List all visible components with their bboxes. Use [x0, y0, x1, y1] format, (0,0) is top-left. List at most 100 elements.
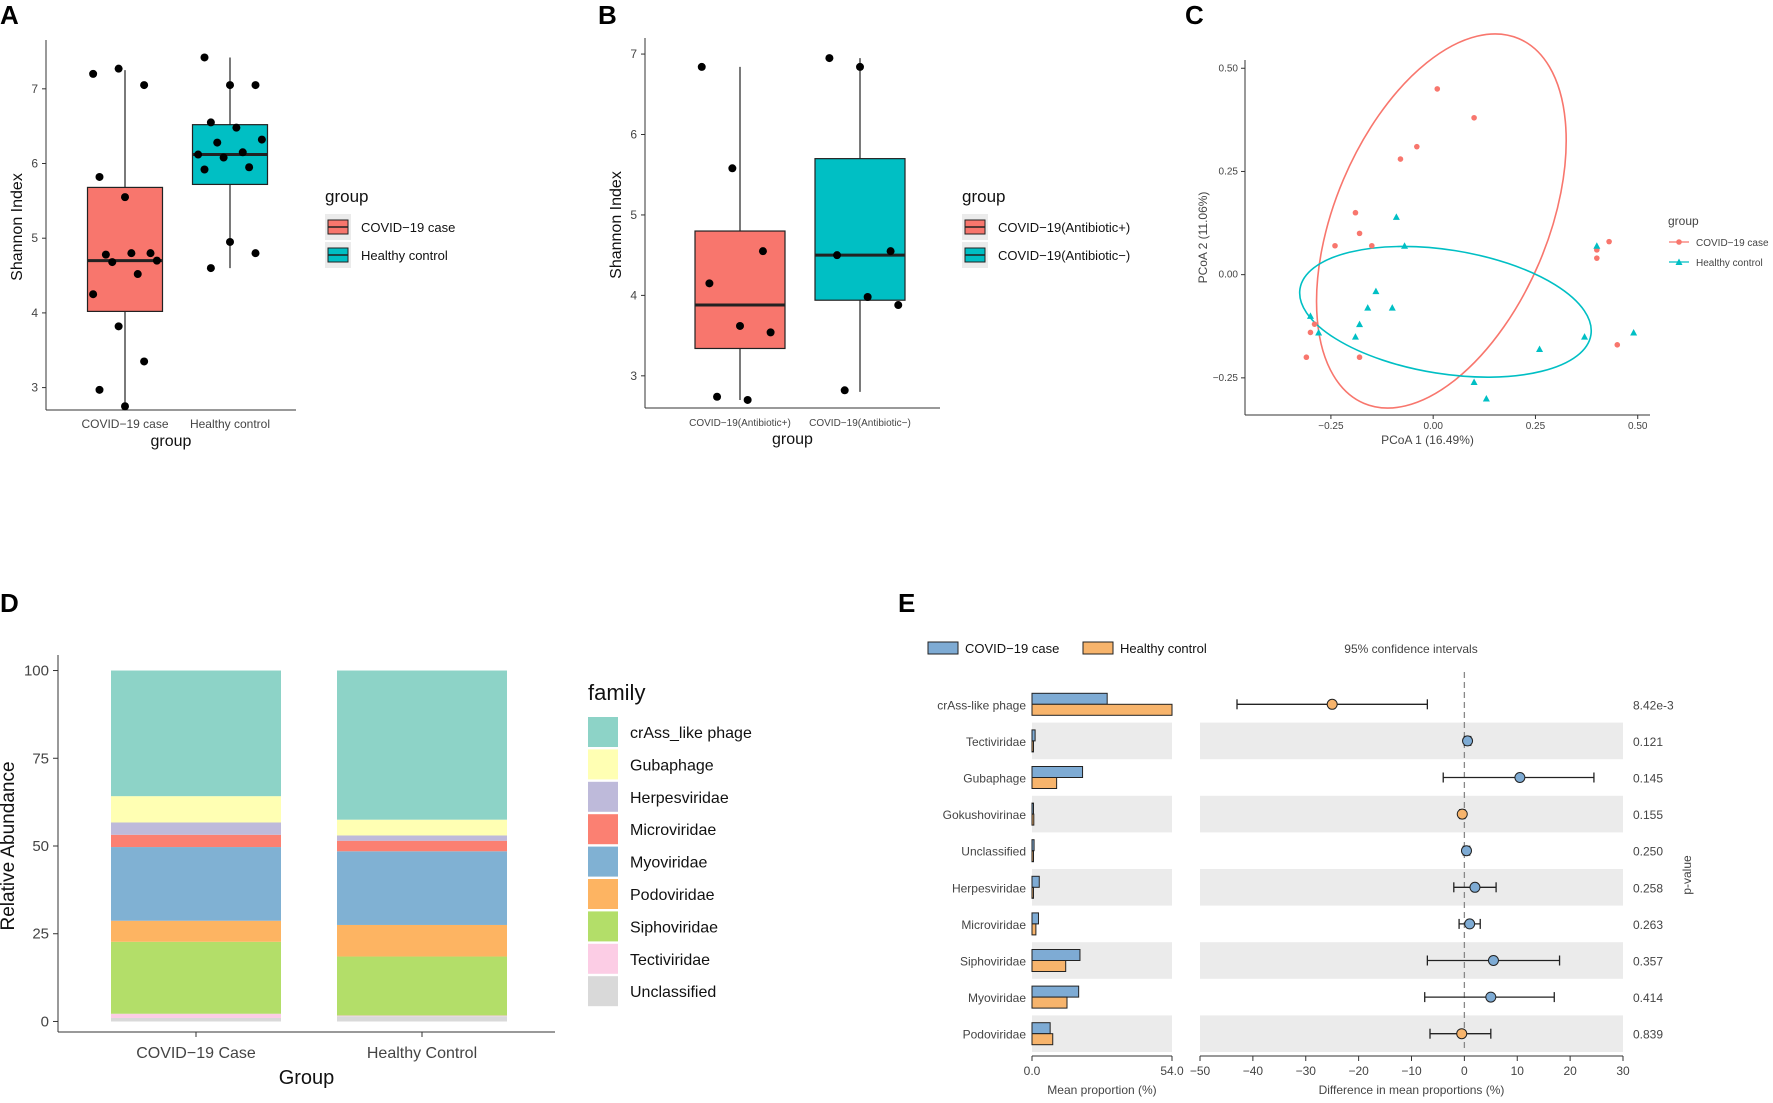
mean-bar-healthy-7: [1031, 960, 1067, 972]
row-band-bars-9: [1032, 1015, 1172, 1052]
mean-bar-healthy-5: [1031, 886, 1034, 899]
y-tick-label-B: 6: [630, 128, 637, 142]
x-axis-title-C: PCoA 1 (16.49%): [1381, 433, 1474, 447]
mean-bar-covid-3: [1031, 802, 1034, 815]
data-point-A: [251, 249, 260, 258]
scatter-point-covid: [1332, 242, 1338, 249]
data-point-A: [206, 264, 215, 273]
row-label-E-8: Myoviridae: [968, 991, 1026, 1005]
mean-bar-covid-9: [1031, 1022, 1051, 1035]
x-axis-title-B: group: [772, 431, 813, 448]
x-tick-label-E-ci-4: −10: [1401, 1064, 1422, 1078]
data-point-A: [121, 193, 129, 202]
diff-point-9: [1456, 1028, 1468, 1040]
data-point-A: [226, 237, 234, 246]
legend-swatch-D-1: [588, 749, 618, 780]
stacked-segment-0-5: [111, 834, 281, 848]
scatter-point-covid: [1434, 86, 1441, 92]
row-label-E-6: Microviridae: [961, 918, 1026, 932]
legend-swatch-D-7: [588, 943, 618, 974]
y-tick-label-D: 25: [32, 926, 49, 943]
row-band-bars-3: [1032, 795, 1172, 833]
panel-letter-e: E: [898, 588, 915, 618]
mean-bar-covid-1: [1031, 729, 1036, 742]
x-axis-title-A: group: [151, 433, 192, 450]
scatter-point-covid: [1311, 321, 1318, 327]
scatter-point-healthy: [1630, 328, 1638, 336]
data-point-A: [127, 249, 136, 258]
diff-point-7: [1487, 955, 1499, 966]
p-value-0: 8.42e-3: [1633, 698, 1674, 712]
legend-swatch-D-6: [588, 911, 618, 942]
legend-label-D-4: Myoviridae: [630, 855, 707, 872]
scatter-point-covid: [1352, 209, 1359, 216]
legend-marker-C-1: [1675, 258, 1683, 265]
x-axis-title-E-ci: Difference in mean proportions (%): [1319, 1083, 1505, 1097]
stacked-segment-1-6: [337, 835, 507, 841]
data-point-A: [140, 81, 149, 90]
mean-bar-healthy-2: [1031, 777, 1058, 789]
y-tick-label-B: 5: [630, 208, 637, 222]
data-point-A: [89, 69, 98, 78]
x-tick-label-B-0: COVID−19(Antibiotic+): [689, 418, 791, 429]
scatter-point-healthy: [1536, 345, 1544, 352]
data-point-A: [206, 118, 215, 127]
data-point-B: [833, 251, 842, 260]
row-label-E-9: Podoviridae: [963, 1028, 1027, 1042]
data-point-A: [251, 81, 260, 90]
row-band-ci-3: [1200, 795, 1623, 833]
scatter-point-covid: [1356, 230, 1363, 237]
panel-letter-d: D: [0, 588, 19, 618]
data-point-A: [194, 150, 203, 159]
diff-point-0: [1326, 698, 1338, 710]
legend-label-A-0: COVID−19 case: [361, 220, 455, 235]
row-label-E-7: Siphoviridae: [960, 955, 1026, 969]
stacked-segment-0-7: [111, 796, 281, 823]
data-point-A: [133, 270, 142, 279]
stacked-segment-1-1: [337, 1015, 507, 1017]
legend-swatch-D-2: [588, 781, 618, 812]
scatter-point-covid: [1303, 354, 1310, 361]
data-point-A: [140, 357, 149, 366]
p-value-1: 0.121: [1633, 735, 1663, 749]
p-value-9: 0.839: [1633, 1028, 1663, 1042]
scatter-point-healthy: [1372, 287, 1380, 295]
x-tick-label-E-ci-6: 10: [1511, 1064, 1525, 1078]
scatter-point-covid: [1614, 342, 1621, 348]
scatter-point-healthy: [1482, 394, 1490, 402]
data-point-A: [219, 153, 228, 162]
diff-point-1: [1462, 735, 1474, 747]
x-tick-label-C-1: 0.00: [1423, 421, 1443, 432]
diff-point-6: [1464, 918, 1476, 930]
mean-bar-covid-5: [1031, 875, 1040, 888]
stacked-segment-0-6: [111, 822, 281, 835]
stacked-segment-0-3: [111, 920, 281, 942]
row-label-E-5: Herpesviridae: [952, 881, 1026, 895]
stacked-segment-1-4: [337, 851, 507, 925]
y-tick-label-C-0: −0.25: [1213, 373, 1239, 384]
scatter-point-healthy: [1356, 320, 1364, 328]
data-point-B: [713, 392, 722, 401]
mean-bar-healthy-9: [1031, 1033, 1054, 1046]
data-point-A: [200, 53, 209, 62]
data-point-A: [95, 172, 104, 181]
stacked-segment-0-0: [111, 1017, 281, 1022]
p-value-2: 0.145: [1633, 772, 1663, 786]
legend-swatch-D-4: [588, 846, 618, 877]
y-tick-label-D: 75: [32, 750, 49, 767]
row-label-E-0: crAss-like phage: [937, 698, 1026, 712]
p-value-6: 0.263: [1633, 918, 1663, 932]
scatter-point-covid: [1594, 255, 1600, 261]
legend-label-E-0: COVID−19 case: [965, 641, 1059, 656]
data-point-B: [863, 292, 872, 301]
x-tick-label-E-ci-0: −50: [1190, 1064, 1211, 1078]
legend-label-D-1: Gubaphage: [630, 757, 714, 774]
data-point-A: [89, 290, 98, 299]
y-tick-label-C-3: 0.50: [1219, 63, 1239, 74]
data-point-B: [825, 54, 834, 63]
y-tick-label-A: 4: [31, 306, 38, 320]
stacked-segment-0-8: [111, 670, 281, 797]
data-point-A: [232, 123, 241, 132]
x-axis-title-D: Group: [279, 1067, 335, 1089]
mean-bar-healthy-0: [1031, 703, 1173, 716]
